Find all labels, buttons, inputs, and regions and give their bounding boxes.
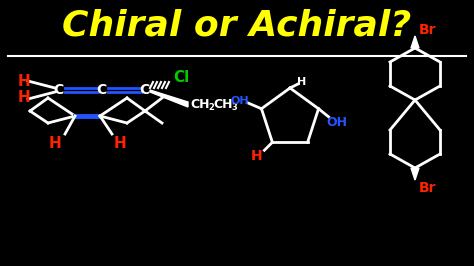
Text: H: H [18, 90, 31, 106]
Text: 3: 3 [231, 102, 237, 111]
Text: 2: 2 [208, 102, 214, 111]
Text: Br: Br [419, 23, 437, 37]
Text: Br: Br [419, 181, 437, 195]
Polygon shape [411, 168, 419, 180]
Text: Chiral or Achiral?: Chiral or Achiral? [63, 9, 411, 43]
Text: H: H [297, 77, 307, 87]
Text: C: C [53, 83, 63, 97]
Text: OH: OH [230, 96, 249, 106]
Text: H: H [114, 136, 127, 152]
Text: H: H [49, 136, 61, 152]
Polygon shape [150, 90, 188, 107]
Polygon shape [411, 36, 419, 48]
Text: CH: CH [213, 98, 233, 110]
Text: C: C [139, 83, 149, 97]
Text: OH: OH [326, 116, 347, 129]
Text: CH: CH [190, 98, 210, 110]
Text: C: C [96, 83, 106, 97]
Text: Cl: Cl [173, 70, 189, 85]
Text: H: H [18, 74, 31, 89]
Text: H: H [251, 149, 262, 163]
